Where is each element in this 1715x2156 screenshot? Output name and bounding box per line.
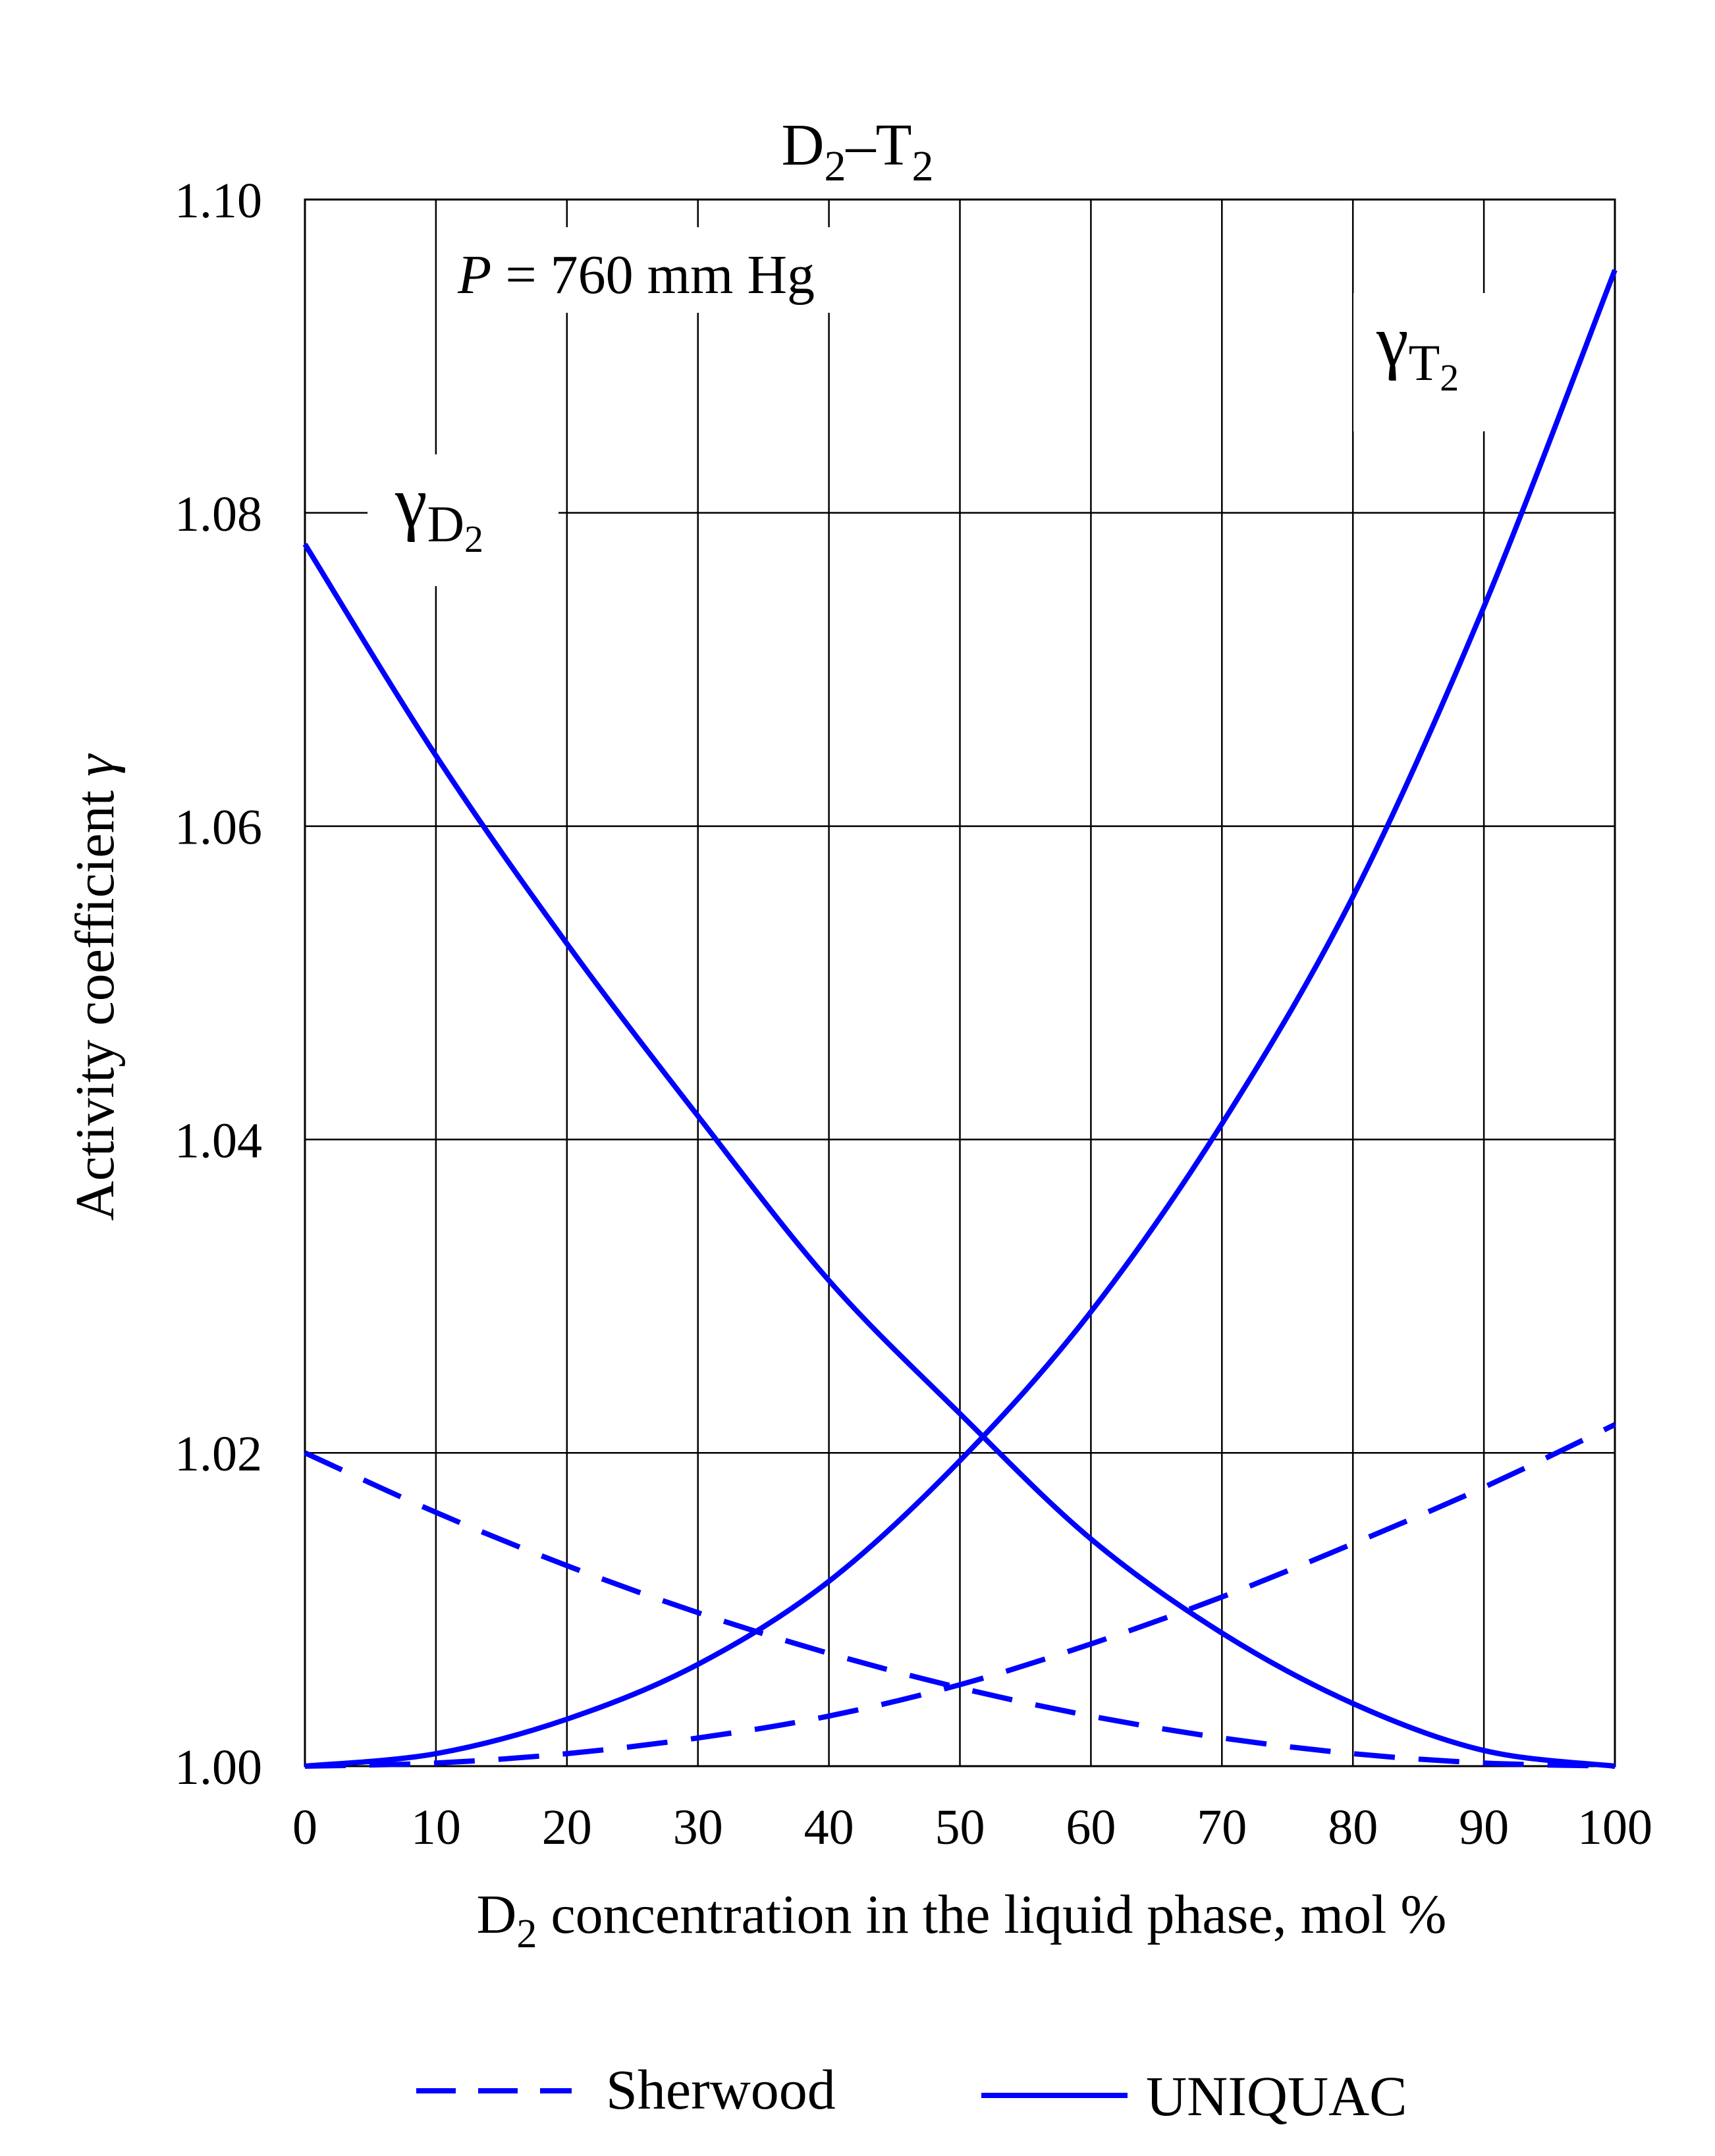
y-tick-label: 1.02	[175, 1426, 262, 1482]
gamma-t2-mask	[1353, 293, 1538, 431]
grid	[304, 198, 1616, 1767]
x-tick-label: 10	[411, 1800, 461, 1855]
legend-label-sherwood: Sherwood	[606, 2058, 836, 2121]
x-tick-label: 60	[1066, 1800, 1116, 1855]
pressure-label: P = 760 mm Hg	[457, 244, 815, 306]
gamma-t2-label: γT2	[1376, 301, 1459, 399]
pressure-label-mask	[448, 227, 902, 313]
x-tick-label: 0	[292, 1800, 317, 1855]
y-tick-label: 1.04	[175, 1113, 262, 1168]
x-tick-label: 70	[1197, 1800, 1247, 1855]
x-tick-label: 20	[542, 1800, 592, 1855]
legend: Sherwood UNIQUAC	[416, 2058, 1407, 2128]
x-axis-title: D2 concentration in the liquid phase, mo…	[477, 1884, 1447, 1956]
plot-frame	[304, 198, 1616, 1767]
x-tick-label: 90	[1459, 1800, 1509, 1855]
gamma-d2-label: γD2	[395, 462, 483, 560]
y-axis-title: Activity coefficient γ	[65, 753, 126, 1221]
tick-labels: 0 10 20 30 40 50 60 70 80 90 100 1.00 1.02 1.04 1.06 1.…	[175, 173, 1652, 1855]
gamma-d2-mask	[368, 454, 558, 586]
curves	[302, 269, 1618, 1769]
y-tick-label: 1.06	[175, 800, 262, 855]
series-line-uniquac-1	[304, 269, 1618, 1769]
legend-label-uniquac: UNIQUAC	[1146, 2064, 1407, 2128]
x-tick-label: 50	[935, 1800, 985, 1855]
x-tick-label: 30	[673, 1800, 723, 1855]
x-tick-label: 80	[1328, 1800, 1378, 1855]
x-tick-label: 40	[804, 1800, 854, 1855]
series-line-sherwood-3	[304, 1422, 1616, 1769]
series-line-uniquac-0	[302, 543, 1616, 1769]
chart-title: D2–T2	[782, 113, 934, 190]
y-tick-label: 1.08	[175, 487, 262, 542]
series-line-sherwood-2	[304, 1450, 1616, 1769]
x-tick-label: 100	[1577, 1800, 1652, 1855]
y-tick-label: 1.00	[175, 1740, 262, 1795]
y-tick-label: 1.10	[175, 173, 262, 229]
